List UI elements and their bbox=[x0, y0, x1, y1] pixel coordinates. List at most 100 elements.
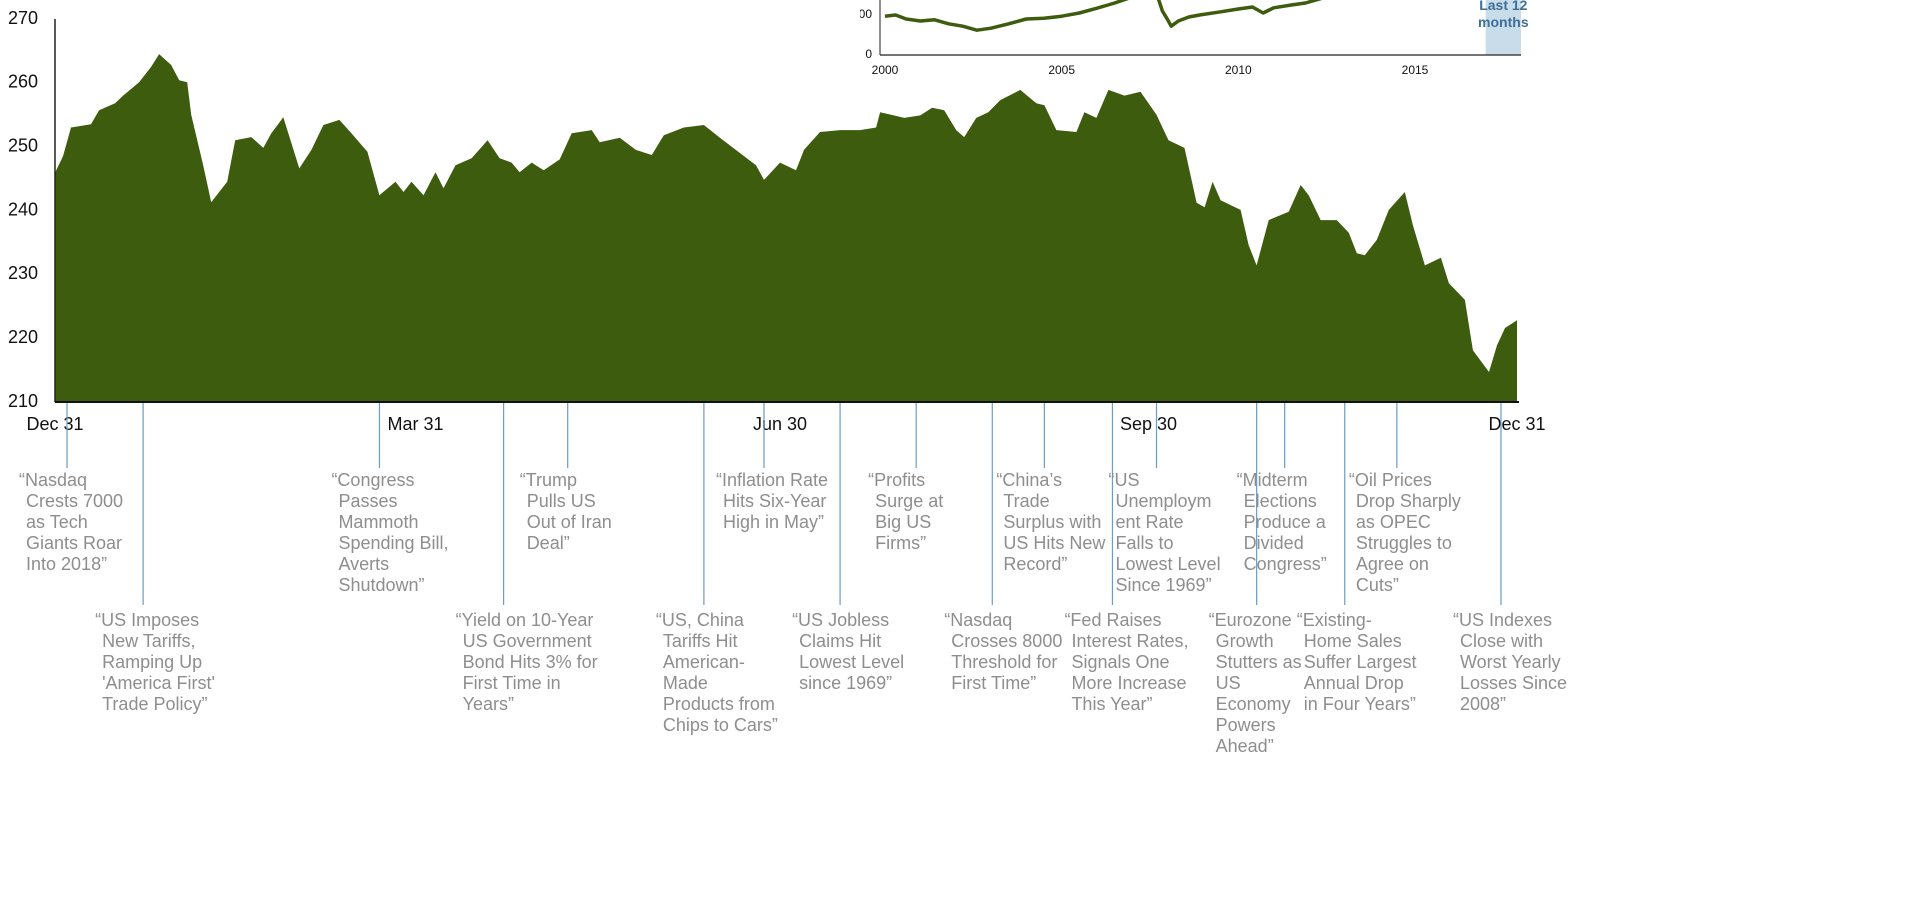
y-tick-label: 270 bbox=[8, 8, 38, 28]
annotation-line-text: Agree on bbox=[1356, 554, 1429, 574]
annotation-line-text: Congress” bbox=[1244, 554, 1327, 574]
highlight-band bbox=[1485, 0, 1521, 55]
annotation-line-text: Tariffs Hit bbox=[663, 631, 738, 651]
annotation-line-text: Surge at bbox=[875, 491, 943, 511]
annotation-line-text: Crests 7000 bbox=[26, 491, 123, 511]
inset-chart: Last 12 months 0 100 2000 2005 2010 2015 bbox=[852, 0, 1529, 77]
annotation-line-text: Divided bbox=[1244, 533, 1304, 553]
inset-x-tick-label: 2015 bbox=[1402, 63, 1429, 77]
annotation-line-text: More Increase bbox=[1071, 673, 1186, 693]
annotation-line-text: ent Rate bbox=[1116, 512, 1184, 532]
annotation-line-text: Unemploym bbox=[1116, 491, 1212, 511]
x-tick-label: Mar 31 bbox=[387, 414, 443, 434]
x-tick-label: Jun 30 bbox=[753, 414, 807, 434]
annotation-line-text: High in May” bbox=[723, 512, 824, 532]
annotation-line-text: Growth bbox=[1216, 631, 1274, 651]
annotation: “Oil Prices Drop Sharply as OPEC Struggles … bbox=[1349, 470, 1461, 595]
annotation-line-text: Stutters as bbox=[1216, 652, 1302, 672]
y-tick-label: 210 bbox=[8, 391, 38, 411]
annotation-line-text: Deal” bbox=[527, 533, 570, 553]
inset-x-tick-label: 2010 bbox=[1225, 63, 1252, 77]
annotation-line-text: US Hits New bbox=[1003, 533, 1106, 553]
annotation-line-text: Giants Roar bbox=[26, 533, 122, 553]
annotation: “Trump Pulls US Out of Iran Deal” bbox=[520, 470, 612, 553]
annotation-line-text: Since 1969” bbox=[1116, 575, 1212, 595]
annotation-line-text: Economy bbox=[1216, 694, 1291, 714]
annotation-line-text: as Tech bbox=[26, 512, 88, 532]
annotation: “Eurozone Growth Stutters as US Economy Power… bbox=[1209, 610, 1302, 756]
annotation-line-text: First Time” bbox=[951, 673, 1036, 693]
y-tick-label: 220 bbox=[8, 327, 38, 347]
annotation-line-text: Worst Yearly bbox=[1460, 652, 1561, 672]
annotation-line-text: “Fed Raises bbox=[1064, 610, 1161, 630]
annotation: “Profits Surge at Big US Firms” bbox=[868, 470, 943, 553]
annotation-line-text: “Inflation Rate bbox=[716, 470, 828, 490]
annotation-line-text: Cuts” bbox=[1356, 575, 1399, 595]
annotation-line-text: Threshold for bbox=[951, 652, 1057, 672]
annotation-line-text: Bond Hits 3% for bbox=[463, 652, 598, 672]
inset-x-tick-label: 2000 bbox=[872, 63, 899, 77]
inset-y-tick-label: 0 bbox=[865, 47, 872, 61]
annotation-line-text: Drop Sharply bbox=[1356, 491, 1461, 511]
annotation-line-text: 'America First' bbox=[102, 673, 215, 693]
annotation-line-text: This Year” bbox=[1071, 694, 1152, 714]
inset-y-tick-label: 100 bbox=[852, 7, 872, 21]
annotation-line-text: Hits Six-Year bbox=[723, 491, 826, 511]
annotation-line-text: Interest Rates, bbox=[1071, 631, 1188, 651]
annotation-line-text: Trade bbox=[1003, 491, 1049, 511]
annotation-line-text: Home Sales bbox=[1304, 631, 1402, 651]
annotation-line-text: “US, China bbox=[656, 610, 745, 630]
annotation-line-text: “Existing- bbox=[1297, 610, 1372, 630]
annotation-line-text: “US Indexes bbox=[1453, 610, 1552, 630]
annotation-line-text: “Nasdaq bbox=[19, 470, 87, 490]
annotation-line-text: Falls to bbox=[1116, 533, 1174, 553]
annotation: “US Imposes New Tariffs, Ramping Up 'Americ… bbox=[95, 610, 215, 714]
annotation-line-text: Years” bbox=[463, 694, 514, 714]
annotation-line-text: Made bbox=[663, 673, 708, 693]
x-tick-label: Dec 31 bbox=[26, 414, 83, 434]
annotation-line-text: New Tariffs, bbox=[102, 631, 195, 651]
inset-x-tick-label: 2005 bbox=[1048, 63, 1075, 77]
annotation-line-text: “Nasdaq bbox=[944, 610, 1012, 630]
y-tick-label: 250 bbox=[8, 135, 38, 155]
annotation-line-text: Elections bbox=[1244, 491, 1317, 511]
annotation-line-text: Powers bbox=[1216, 715, 1276, 735]
y-tick-label: 240 bbox=[8, 199, 38, 219]
annotation-line-text: Annual Drop bbox=[1304, 673, 1404, 693]
annotation-line-text: First Time in bbox=[463, 673, 561, 693]
annotation-line-text: Claims Hit bbox=[799, 631, 881, 651]
annotation-line-text: Into 2018” bbox=[26, 554, 107, 574]
annotation-line-text: as OPEC bbox=[1356, 512, 1431, 532]
annotation-line-text: Record” bbox=[1003, 554, 1067, 574]
annotation-line-text: Suffer Largest bbox=[1304, 652, 1417, 672]
highlight-label-line: months bbox=[1478, 14, 1529, 30]
y-tick-label: 260 bbox=[8, 72, 38, 92]
annotation-line-text: Lowest Level bbox=[799, 652, 904, 672]
annotation-line-text: “US Jobless bbox=[792, 610, 889, 630]
annotation-line-text: “Congress bbox=[331, 470, 414, 490]
area bbox=[55, 54, 1517, 402]
annotation-line-text: “Eurozone bbox=[1209, 610, 1292, 630]
annotation: “Congress Passes Mammoth Spending Bill, Aver… bbox=[331, 470, 448, 595]
annotation-line-text: Signals One bbox=[1071, 652, 1169, 672]
line bbox=[884, 0, 1322, 32]
annotation-line-text: Ramping Up bbox=[102, 652, 202, 672]
annotation: “Existing-Home Sales Suffer Largest Annual… bbox=[1297, 610, 1417, 714]
annotation-line-text: Mammoth bbox=[338, 512, 418, 532]
annotation-line-text: Averts bbox=[338, 554, 389, 574]
highlight-label: Last 12 months bbox=[1478, 0, 1529, 30]
annotation-line-text: Out of Iran bbox=[527, 512, 612, 532]
x-tick-label: Dec 31 bbox=[1488, 414, 1545, 434]
annotation-line-text: Products from bbox=[663, 694, 775, 714]
annotation-line-text: “Yield on 10-Year bbox=[456, 610, 594, 630]
annotation: “Fed Raises Interest Rates, Signals One Mor… bbox=[1064, 610, 1188, 714]
annotation: “US, China Tariffs Hit American-Made Produc… bbox=[656, 610, 778, 735]
annotation: “US Indexes Close with Worst Yearly Losses … bbox=[1453, 610, 1567, 714]
annotation-line-text: Losses Since bbox=[1460, 673, 1567, 693]
annotation-line-text: Firms” bbox=[875, 533, 926, 553]
annotation-line-text: “Midterm bbox=[1237, 470, 1308, 490]
x-tick-label: Sep 30 bbox=[1120, 414, 1177, 434]
annotation-line-text: in Four Years” bbox=[1304, 694, 1416, 714]
annotation-line-text: American- bbox=[663, 652, 745, 672]
